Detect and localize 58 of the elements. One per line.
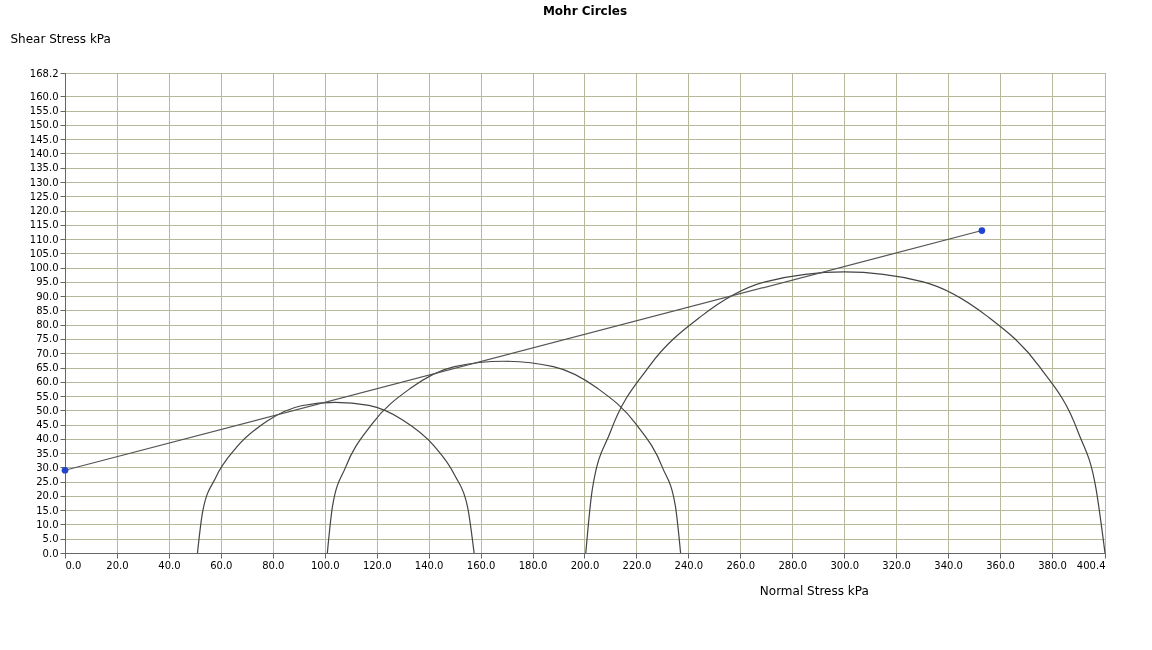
y-tick-label: 75.0 <box>36 333 59 345</box>
y-tick-label: 35.0 <box>36 447 59 459</box>
y-tick-label: 10.0 <box>36 518 59 530</box>
y-tick-label: 145.0 <box>29 133 59 145</box>
x-tick-label: 20.0 <box>106 559 129 571</box>
x-tick-label: 180.0 <box>518 559 548 571</box>
x-tick-label: 280.0 <box>778 559 808 571</box>
x-tick-label: 100.0 <box>310 559 340 571</box>
y-tick-label: 105.0 <box>29 247 59 259</box>
x-tick-label: 140.0 <box>414 559 444 571</box>
x-tick-label: 240.0 <box>674 559 704 571</box>
y-tick-label: 120.0 <box>29 205 59 217</box>
x-tick-label: 0.0 <box>65 559 82 571</box>
y-tick-label: 140.0 <box>29 147 59 159</box>
x-tick-label: 320.0 <box>882 559 911 571</box>
y-tick-label: 100.0 <box>29 262 59 274</box>
y-tick-label: 70.0 <box>36 347 59 359</box>
y-tick-label: 15.0 <box>36 504 59 516</box>
y-tick-label: 55.0 <box>36 390 59 402</box>
y-tick-label: 5.0 <box>42 533 59 545</box>
x-tick-label: 80.0 <box>262 559 285 571</box>
x-tick-label: 380.0 <box>1038 559 1067 571</box>
y-tick-label: 65.0 <box>36 362 59 374</box>
x-tick-label: 400.4 <box>1076 559 1106 571</box>
x-tick-label: 260.0 <box>726 559 756 571</box>
y-tick-label: 30.0 <box>36 461 59 473</box>
x-tick-label: 220.0 <box>622 559 652 571</box>
y-tick-label: 95.0 <box>36 276 59 288</box>
y-tick-label: 80.0 <box>36 319 59 331</box>
y-tick-label: 110.0 <box>29 233 59 245</box>
y-tick-label: 40.0 <box>36 433 59 445</box>
y-tick-label: 130.0 <box>29 176 59 188</box>
y-tick-label: 168.2 <box>29 67 59 79</box>
x-tick-label: 60.0 <box>210 559 233 571</box>
x-axis-title: Normal Stress kPa <box>759 583 869 598</box>
y-tick-label: 125.0 <box>29 190 59 202</box>
y-tick-label: 0.0 <box>42 547 59 559</box>
y-tick-label: 115.0 <box>29 219 59 231</box>
y-tick-label: 135.0 <box>29 162 59 174</box>
y-tick-label: 60.0 <box>36 376 59 388</box>
y-tick-label: 50.0 <box>36 404 59 416</box>
y-tick-label: 150.0 <box>29 119 59 131</box>
x-tick-label: 40.0 <box>158 559 181 571</box>
x-tick-label: 300.0 <box>830 559 860 571</box>
x-tick-label: 340.0 <box>934 559 963 571</box>
x-tick-label: 200.0 <box>570 559 600 571</box>
x-tick-label: 120.0 <box>362 559 392 571</box>
chart-title: Mohr Circles <box>542 4 628 18</box>
y-axis-title: Shear Stress kPa <box>10 31 111 46</box>
y-tick-label: 155.0 <box>29 105 59 117</box>
x-tick-label: 160.0 <box>466 559 496 571</box>
y-tick-label: 85.0 <box>36 304 59 316</box>
y-tick-label: 45.0 <box>36 419 59 431</box>
y-tick-label: 160.0 <box>29 90 59 102</box>
x-tick-label: 360.0 <box>986 559 1015 571</box>
y-tick-label: 20.0 <box>36 490 59 502</box>
y-tick-label: 90.0 <box>36 290 59 302</box>
y-tick-label: 25.0 <box>36 476 59 488</box>
